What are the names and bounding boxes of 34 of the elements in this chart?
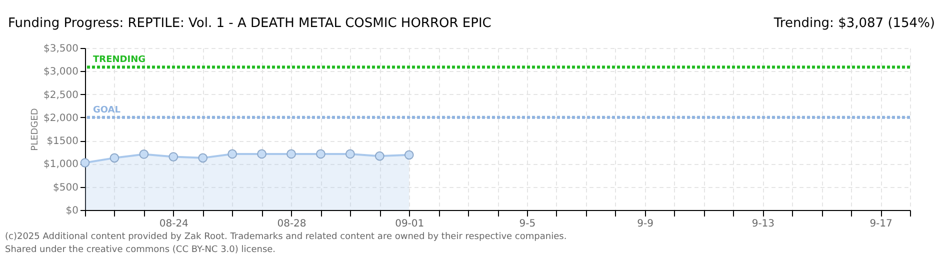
y-tick-label: $0: [66, 206, 78, 216]
point: [345, 149, 355, 159]
y-tick-label: $2,000: [44, 112, 78, 124]
x-tick-label: 09-01: [395, 218, 424, 230]
point: [110, 153, 120, 163]
x-tick-label: 08-28: [277, 218, 306, 230]
ref-line-label: GOAL: [93, 105, 121, 116]
point: [316, 149, 326, 159]
point: [404, 150, 414, 160]
x-tick-label: 9-5: [519, 218, 536, 230]
point: [139, 150, 149, 159]
point: [257, 149, 266, 159]
y-tick-label: $3,500: [44, 44, 78, 54]
point: [168, 152, 178, 162]
ref-line-label: TRENDING: [93, 55, 146, 66]
y-tick-label: $1,000: [44, 159, 78, 170]
point: [80, 158, 90, 168]
point: [374, 151, 384, 161]
y-tick-label: $2,500: [44, 90, 78, 101]
y-tick-label: $3,000: [44, 66, 78, 78]
x-tick-label: 08-24: [159, 218, 188, 230]
chart-title: Funding Progress: REPTILE: Vol. 1 - A DEATH METAL COSMIC HORROR EPIC: [8, 16, 492, 31]
point: [198, 153, 208, 163]
point: [228, 149, 238, 159]
y-axis-title: PLEDGED: [30, 108, 41, 151]
x-tick-label: 9-9: [637, 218, 654, 230]
text: (c)2025 Additional content provided by Zak Root. Trademarks and related content are owned by their respective companies.: [5, 232, 567, 242]
y-tick-label: $500: [53, 182, 78, 194]
x-tick-label: 9-13: [752, 218, 775, 230]
text: Shared under the creative commons (CC BY-NC 3.0) license.: [5, 245, 276, 255]
x-tick-label: 9-17: [870, 218, 892, 230]
point: [286, 149, 296, 159]
y-tick-label: $1500: [46, 136, 78, 148]
text: Trending: $3,087 (154%): [772, 16, 935, 31]
